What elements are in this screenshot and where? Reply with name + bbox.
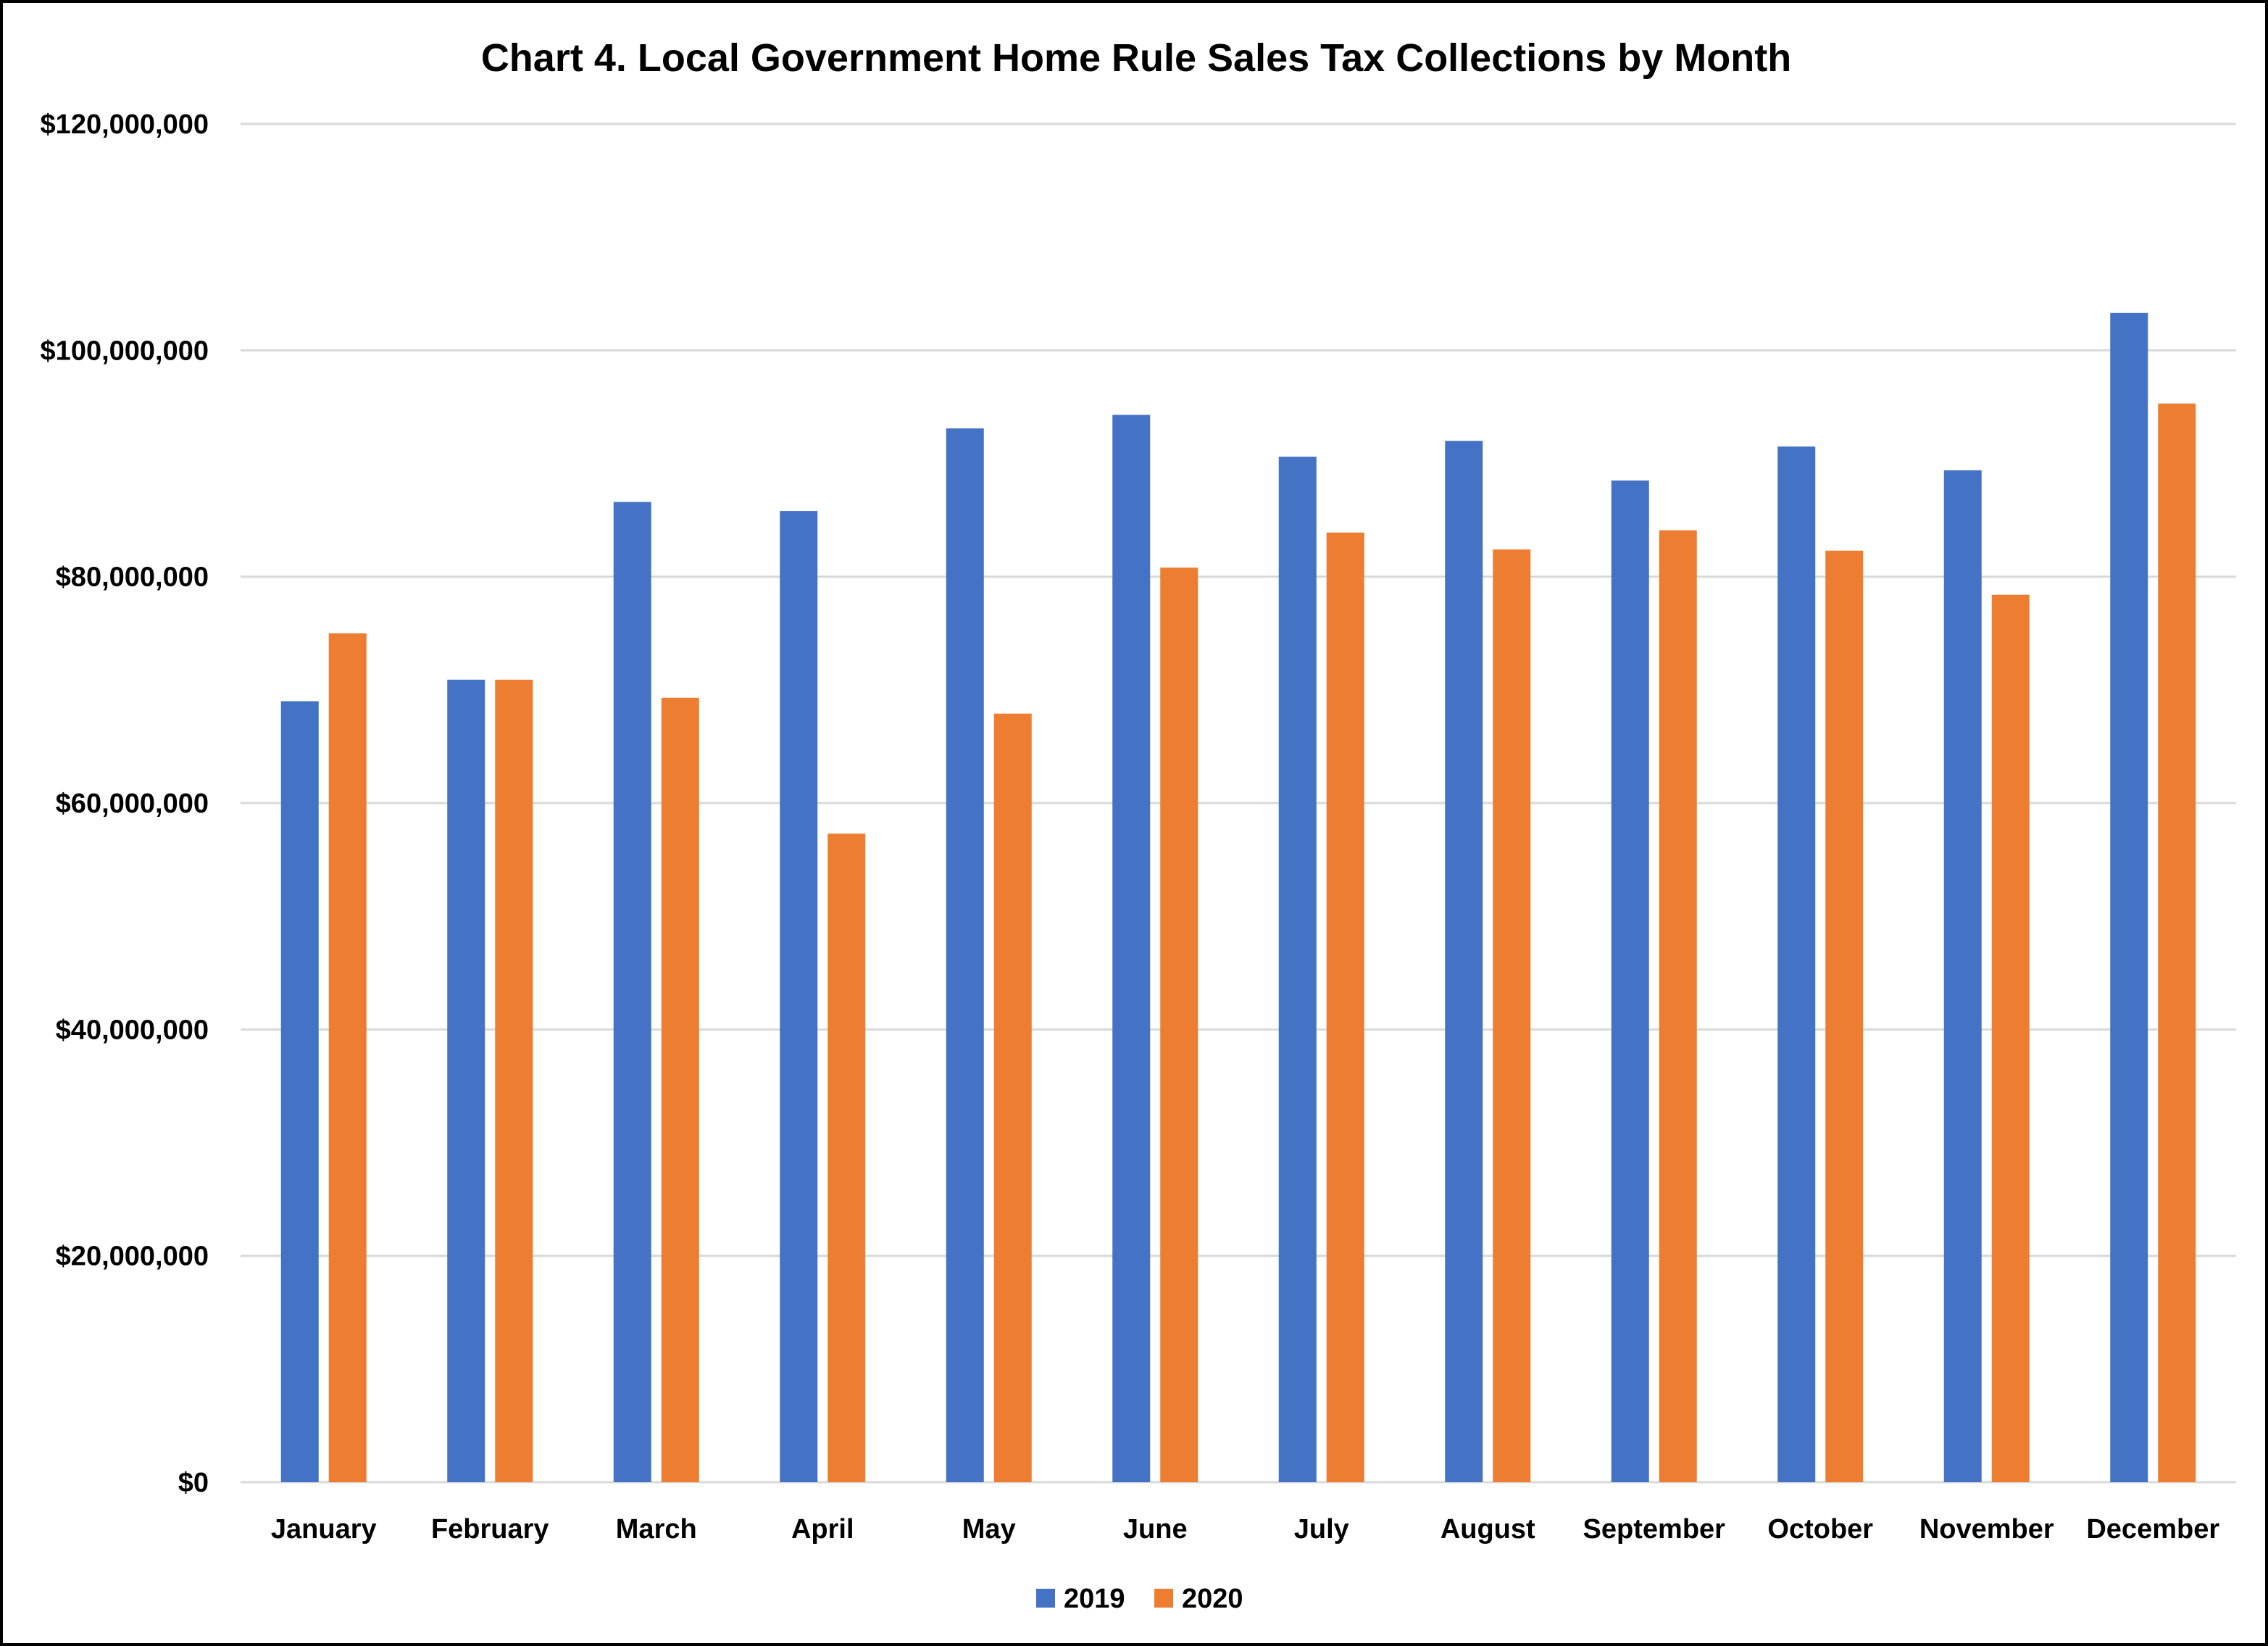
bar-2019-february [447, 679, 485, 1482]
x-tick-label: May [962, 1514, 1016, 1545]
bar-2020-july [1326, 532, 1364, 1482]
x-tick-label: November [1919, 1514, 2054, 1545]
x-tick-label: July [1294, 1514, 1349, 1545]
bar-2019-august [1445, 441, 1483, 1483]
y-tick-label: $0 [178, 1468, 209, 1498]
x-tick-label: September [1583, 1514, 1726, 1545]
legend-label: 2020 [1182, 1584, 1243, 1614]
y-tick-label: $120,000,000 [41, 109, 209, 140]
y-tick-label: $80,000,000 [56, 562, 209, 593]
bar-2019-november [1943, 470, 1982, 1482]
chart-title: Chart 4. Local Government Home Rule Sale… [481, 36, 1791, 80]
x-tick-label: June [1123, 1514, 1188, 1545]
y-tick-label: $60,000,000 [56, 789, 209, 819]
bars [280, 312, 2196, 1483]
x-tick-label: August [1441, 1514, 1535, 1545]
x-tick-label: February [431, 1514, 549, 1545]
y-tick-label: $40,000,000 [56, 1015, 209, 1045]
bar-2019-october [1777, 446, 1816, 1483]
bar-2020-january [328, 633, 367, 1482]
bar-2020-october [1825, 550, 1864, 1483]
x-tick-label: March [616, 1514, 697, 1545]
x-tick-label: December [2086, 1514, 2219, 1545]
bar-2019-march [613, 502, 651, 1482]
y-tick-label: $20,000,000 [56, 1242, 209, 1272]
x-axis-tick-labels: January February March April May June July Augu… [271, 1514, 2219, 1545]
bar-2019-may [946, 428, 984, 1482]
bar-2019-september [1611, 480, 1649, 1482]
bar-2020-april [827, 834, 866, 1482]
bar-2020-november [1991, 594, 2030, 1482]
bar-2019-june [1112, 415, 1151, 1482]
bar-2020-february [495, 679, 533, 1482]
x-tick-label: April [791, 1514, 854, 1545]
bar-2019-july [1278, 457, 1317, 1482]
bar-2020-september [1659, 530, 1697, 1482]
bar-chart: Chart 4. Local Government Home Rule Sale… [41, 36, 2236, 1614]
legend-label: 2019 [1064, 1584, 1125, 1614]
y-tick-label: $100,000,000 [41, 336, 209, 366]
bar-2020-august [1493, 549, 1531, 1482]
bar-2020-december [2158, 403, 2196, 1482]
bar-2020-june [1160, 568, 1198, 1482]
x-tick-label: January [271, 1514, 377, 1545]
legend: 2019 2020 [1036, 1584, 1243, 1614]
bar-2020-march [661, 697, 699, 1482]
legend-swatch-2019 [1036, 1589, 1055, 1608]
bar-2019-april [780, 511, 818, 1482]
x-tick-label: October [1767, 1514, 1873, 1545]
y-axis-tick-labels: $0 $20,000,000 $40,000,000 $60,000,000 $80,0… [41, 109, 209, 1498]
bar-2019-december [2110, 312, 2148, 1482]
bar-2020-may [993, 713, 1032, 1482]
bar-2019-january [280, 701, 319, 1483]
gridlines [241, 122, 2236, 1484]
legend-swatch-2020 [1154, 1589, 1173, 1608]
